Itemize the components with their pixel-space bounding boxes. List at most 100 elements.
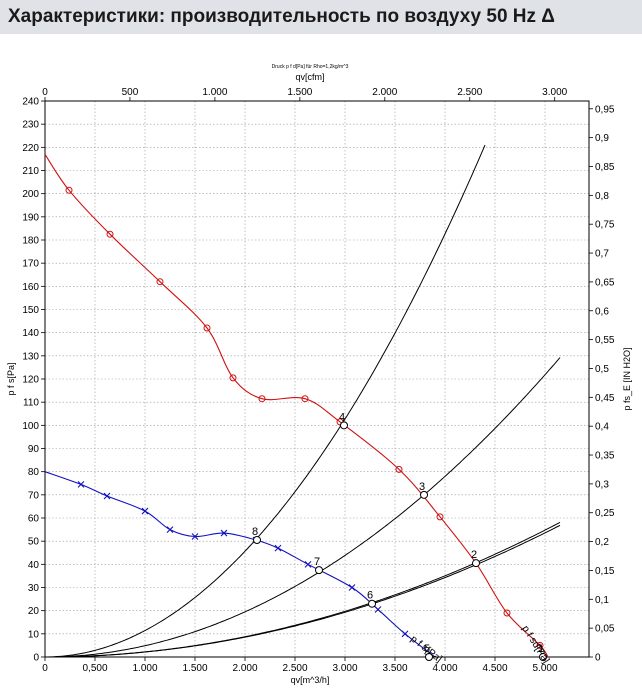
y2-tick-label: 0,65: [595, 277, 615, 288]
y2-tick-label: 0,85: [595, 162, 615, 173]
y2-tick-label: 0,5: [595, 364, 609, 375]
page-title: Характеристики: производительность по во…: [0, 0, 642, 34]
x-tick-label: 1.000: [132, 663, 157, 674]
operating-point: [425, 653, 433, 661]
data-point: [156, 278, 164, 286]
data-point: [141, 507, 149, 515]
operating-point: [340, 421, 348, 430]
marker-stroke: [348, 584, 356, 591]
y2-tick-label: 0,95: [595, 104, 615, 115]
data-point: [301, 395, 309, 403]
data-point: [106, 230, 114, 238]
data-point: [536, 641, 544, 649]
operating-point-label: 1: [538, 643, 544, 655]
y-tick-label: 50: [28, 537, 40, 548]
data-point: [258, 395, 266, 403]
y2-axis-label: p fs_E [IN H2O]: [622, 347, 632, 410]
x-top-tick-label: 1.000: [202, 87, 227, 98]
data-point: [65, 186, 73, 194]
y-tick-label: 170: [22, 259, 39, 270]
y-tick-label: 60: [28, 514, 40, 525]
y-tick-label: 110: [23, 398, 39, 409]
marker-stroke: [220, 529, 228, 537]
data-point: [304, 560, 312, 568]
y-tick-label: 70: [28, 490, 40, 501]
y2-tick-label: 0,8: [595, 191, 609, 202]
data-point: [395, 465, 403, 473]
y2-tick-label: 0,55: [595, 335, 615, 346]
x-top-tick-label: 3.000: [542, 87, 567, 98]
data-point: [348, 584, 356, 591]
chart-note: Druck p f d[Pa] für Rho=1,2kg/m^3: [272, 64, 349, 70]
y-tick-label: 150: [22, 305, 39, 316]
y2-tick-label: 0: [595, 653, 601, 664]
x-tick-label: 3.500: [382, 663, 407, 674]
axes: 0102030405060708090100110120130140150160…: [6, 64, 632, 685]
y-tick-label: 0: [33, 653, 39, 664]
data-point: [103, 492, 111, 500]
y2-tick-label: 0,7: [595, 249, 609, 260]
y-tick-label: 90: [28, 444, 40, 455]
marker-stroke: [401, 630, 409, 638]
y-tick-label: 230: [22, 120, 39, 131]
operating-point: [539, 653, 547, 661]
y2-tick-label: 0,75: [595, 220, 615, 231]
y-tick-label: 20: [28, 606, 40, 617]
marker-stroke: [141, 507, 149, 515]
data-point: [436, 513, 444, 521]
y2-tick-label: 0,35: [595, 451, 615, 462]
y-tick-label: 10: [28, 629, 40, 640]
x-tick-label: 1.500: [182, 663, 207, 674]
data-point: [203, 324, 211, 332]
marker-stroke: [77, 481, 85, 488]
data-point: [191, 533, 199, 540]
operating-point-label: 7: [314, 556, 320, 568]
system-curve-2: [45, 357, 561, 658]
labels: 1 2 3 4 5 6 7 8 p f sd[Pa] p f s[Pa]: [252, 411, 551, 665]
operating-point-label: 5: [424, 643, 430, 655]
operating-point: [315, 566, 323, 575]
series-line-pfsd: [44, 153, 549, 658]
x-tick-label: 3.000: [332, 663, 357, 674]
x-tick-label: 0: [42, 663, 48, 674]
data-point: [274, 544, 282, 552]
marker-stroke: [166, 526, 174, 533]
y2-tick-label: 0,05: [595, 624, 615, 635]
y-tick-label: 130: [22, 351, 39, 362]
data-point: [166, 526, 174, 533]
y-tick-label: 180: [22, 236, 39, 247]
curve-label-pfsd: p f sd[Pa]: [519, 624, 551, 666]
y-tick-label: 100: [22, 421, 39, 432]
x-tick-label: 5.000: [532, 663, 557, 674]
y2-tick-label: 0,15: [595, 566, 615, 577]
marker-stroke: [103, 492, 111, 500]
x-top-tick-label: 1.500: [287, 87, 312, 98]
operating-point: [368, 599, 376, 608]
y2-tick-label: 0,4: [595, 422, 609, 433]
y-tick-label: 30: [28, 583, 40, 594]
system-curve-4: [45, 524, 561, 658]
operating-point: [420, 490, 428, 499]
data-point: [401, 630, 409, 638]
operating-point-label: 6: [367, 590, 373, 602]
y-tick-label: 190: [22, 212, 39, 223]
x-top-tick-label: 500: [122, 87, 139, 98]
operating-point-label: 3: [419, 481, 425, 493]
system-curve-1: [44, 144, 486, 658]
x-tick-label: 0,500: [82, 663, 107, 674]
y-tick-label: 40: [28, 560, 40, 571]
x-top-tick-label: 2.000: [372, 87, 397, 98]
y-axis-label: p f s[Pa]: [6, 362, 16, 395]
y2-tick-label: 0,2: [595, 537, 609, 548]
marker-stroke: [274, 544, 282, 552]
y-tick-label: 200: [22, 189, 39, 200]
y-tick-label: 80: [28, 467, 40, 478]
y2-tick-label: 0,25: [595, 508, 615, 519]
data-point: [503, 609, 511, 617]
y2-tick-label: 0,6: [595, 306, 609, 317]
data-point: [229, 374, 237, 382]
data-point: [374, 606, 382, 613]
marker-stroke: [191, 533, 199, 540]
x-tick-label: 2.000: [232, 663, 257, 674]
